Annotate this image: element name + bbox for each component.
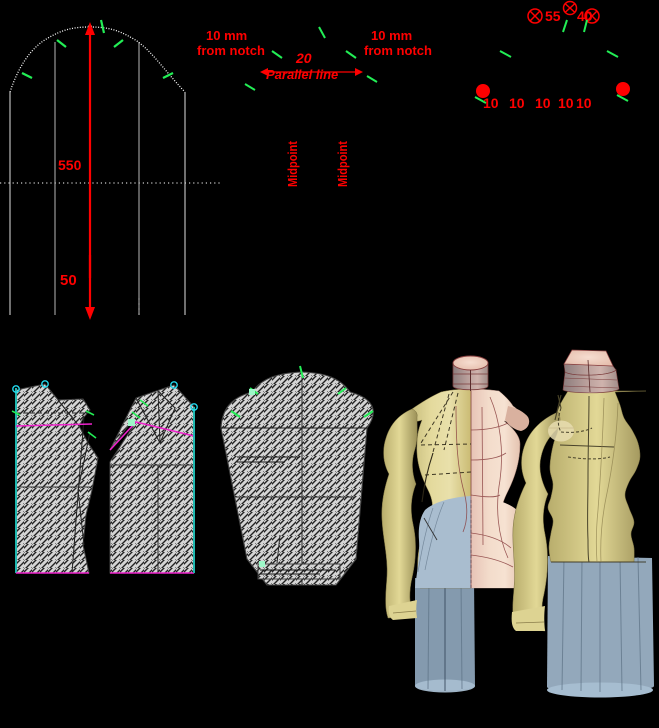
- svg-text:55: 55: [545, 8, 561, 24]
- svg-text:10 mm: 10 mm: [206, 28, 247, 43]
- svg-text:Midpoint: Midpoint: [335, 141, 350, 187]
- svg-text:40: 40: [577, 8, 593, 24]
- svg-text:20: 20: [295, 50, 312, 66]
- svg-text:from notch: from notch: [197, 43, 265, 58]
- svg-text:10: 10: [509, 95, 525, 111]
- svg-text:50: 50: [60, 272, 77, 289]
- svg-text:10: 10: [558, 95, 574, 111]
- svg-text:Midpoint: Midpoint: [285, 141, 300, 187]
- svg-text:from notch: from notch: [364, 43, 432, 58]
- svg-text:10: 10: [576, 95, 592, 111]
- svg-text:550: 550: [58, 157, 82, 173]
- svg-text:10 mm: 10 mm: [371, 28, 412, 43]
- svg-text:10: 10: [535, 95, 551, 111]
- svg-text:Parallel line: Parallel line: [266, 67, 338, 82]
- svg-text:10: 10: [483, 95, 499, 111]
